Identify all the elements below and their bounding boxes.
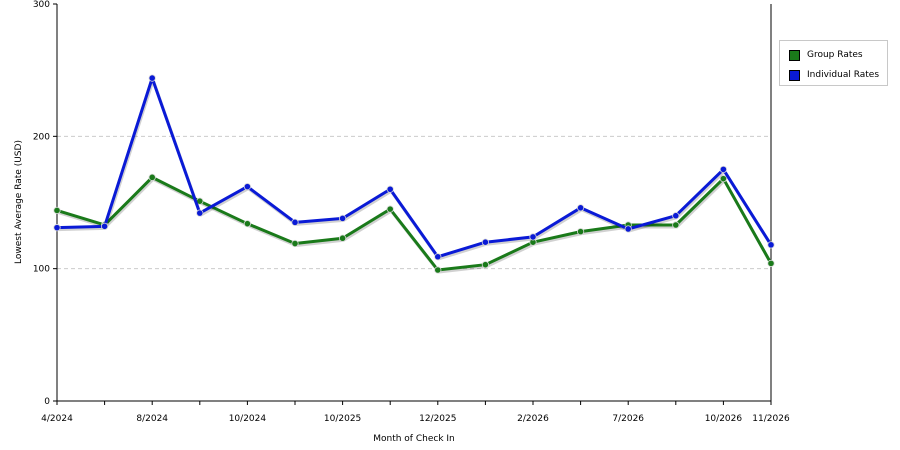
data-point xyxy=(196,209,204,217)
legend: Group Rates Individual Rates xyxy=(779,40,888,86)
data-point xyxy=(386,185,394,193)
x-tick-label: 7/2026 xyxy=(612,414,644,424)
legend-label-group: Group Rates xyxy=(807,50,863,60)
data-point xyxy=(148,173,156,181)
series-line xyxy=(56,76,773,259)
data-point xyxy=(672,212,680,220)
data-point xyxy=(53,206,61,215)
y-tick-label: 100 xyxy=(33,265,50,275)
legend-swatch-group xyxy=(789,49,800,61)
data-point xyxy=(672,221,680,229)
data-point xyxy=(291,239,299,248)
x-tick-label: 4/2024 xyxy=(41,414,73,424)
series-line xyxy=(56,175,773,272)
x-tick-label: 12/2025 xyxy=(419,414,456,424)
data-point xyxy=(338,214,347,222)
legend-item-group: Group Rates xyxy=(789,48,863,62)
data-point xyxy=(719,175,728,183)
data-point xyxy=(624,225,632,233)
x-tick-label: 10/2025 xyxy=(324,414,361,424)
series-lines xyxy=(53,74,775,274)
data-point xyxy=(576,228,585,236)
legend-item-individual: Individual Rates xyxy=(789,68,879,82)
data-point xyxy=(767,259,775,267)
data-point xyxy=(101,222,109,230)
data-point xyxy=(529,233,537,241)
y-tick-label: 200 xyxy=(33,132,50,142)
x-tick-label: 2/2026 xyxy=(517,414,549,424)
data-point xyxy=(338,234,347,242)
y-tick-label: 0 xyxy=(44,397,50,407)
x-tick-label: 11/2026 xyxy=(752,414,790,424)
x-tick-label: 8/2024 xyxy=(136,414,168,424)
data-point xyxy=(481,238,489,246)
data-point xyxy=(434,266,442,274)
x-tick-label: 10/2024 xyxy=(229,414,267,424)
data-point xyxy=(148,74,156,82)
data-point xyxy=(53,224,61,232)
data-point xyxy=(719,165,728,174)
data-point xyxy=(434,253,442,261)
x-tick-label: 10/2026 xyxy=(705,414,743,424)
y-axis-title: Lowest Average Rate (USD) xyxy=(14,140,24,264)
legend-swatch-individual xyxy=(789,69,800,81)
data-point xyxy=(243,220,251,228)
data-point xyxy=(291,218,299,226)
y-tick-label: 300 xyxy=(33,0,50,10)
data-point xyxy=(576,204,585,212)
series-shadow xyxy=(57,78,774,261)
x-axis-title: Month of Check In xyxy=(373,434,455,444)
data-point xyxy=(767,241,775,249)
x-ticks: 4/2024 8/2024 10/2024 10/2025 12/2025 2/2026 7… xyxy=(41,401,790,424)
y-ticks: 0 100 200 300 xyxy=(33,0,57,407)
data-point xyxy=(481,261,489,269)
axes xyxy=(56,4,772,402)
data-point xyxy=(243,183,251,191)
data-point xyxy=(386,205,394,213)
gridlines xyxy=(57,135,771,270)
legend-label-individual: Individual Rates xyxy=(807,70,880,80)
